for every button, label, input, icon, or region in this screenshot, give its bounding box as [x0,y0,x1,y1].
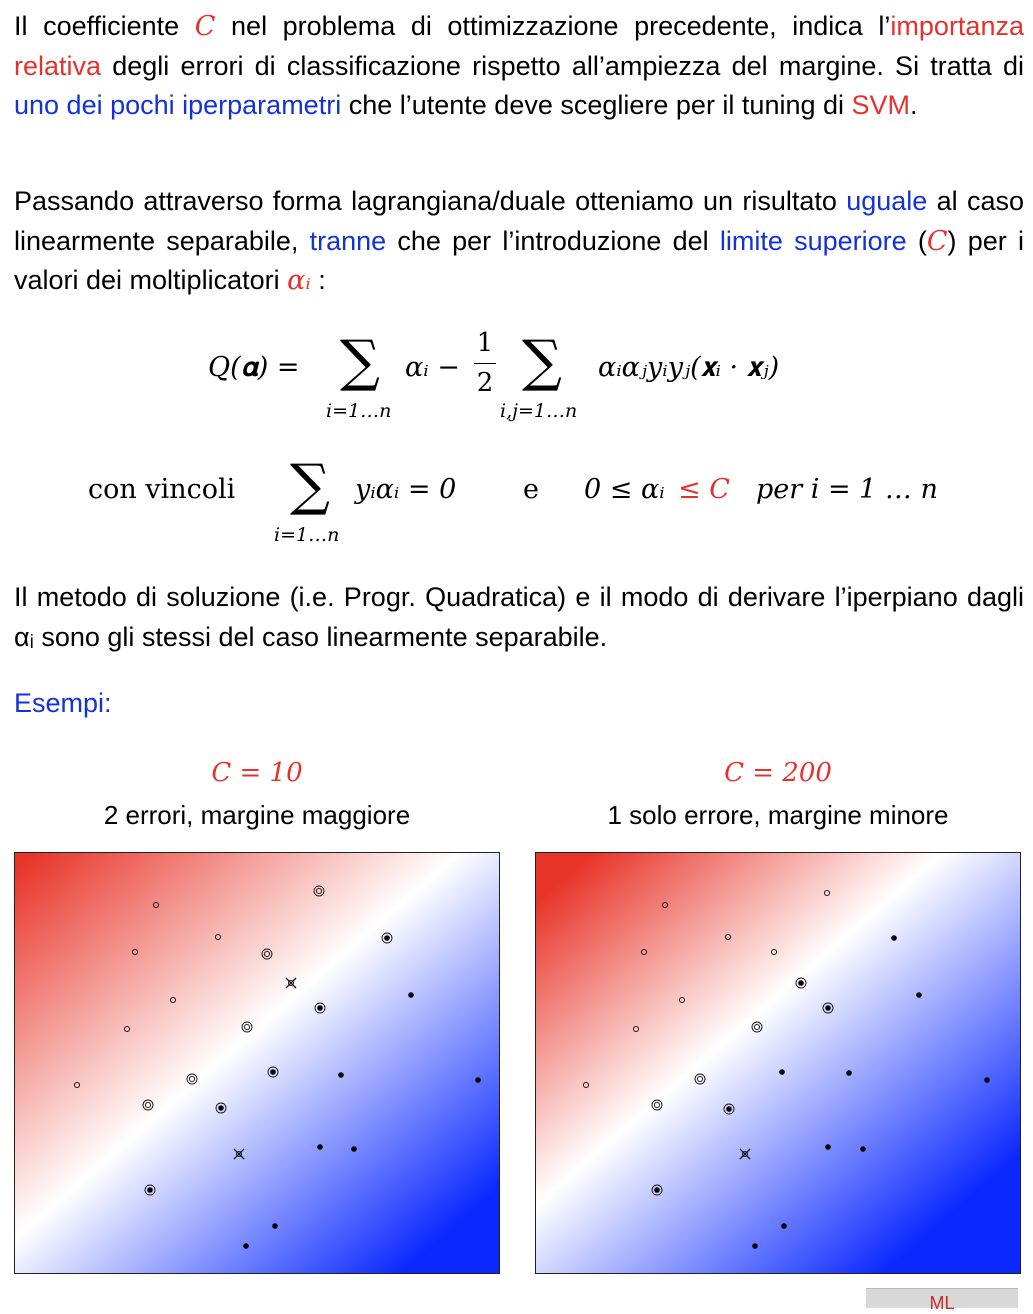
decision-gradient [536,853,1020,1273]
decision-gradient [15,853,499,1273]
paragraph-coefficient-c: Il coefficiente C nel problema di ottimi… [14,11,1024,120]
class-a-support-vector [751,1021,763,1033]
class-b-point [408,992,414,998]
symbol-c: C [926,225,948,257]
class-b-point [779,1069,785,1075]
highlight-importanza: importanza relativa [14,11,1024,81]
class-b-support-vector [267,1066,279,1078]
class-a-support-vector [313,885,325,897]
example2-c-label: C = 200 [724,758,832,788]
fraction-bar [474,363,496,364]
highlight-tranne: tranne [309,225,387,256]
class-a-point [640,948,648,956]
class-a-point [73,1081,81,1089]
class-b-point [317,1144,323,1150]
class-a-point [770,948,778,956]
class-b-support-vector [795,977,807,989]
misclassified-point [233,1148,245,1160]
class-b-support-vector [822,1002,834,1014]
sum-symbol-3: ∑ [290,453,330,518]
example1-svg [15,853,499,1273]
class-b-support-vector [314,1002,326,1014]
class-b-point [475,1077,481,1083]
class-a-point [823,889,831,897]
class-b-support-vector [144,1184,156,1196]
misclassified-point [739,1148,751,1160]
constraints-label: con vincoli [88,474,236,505]
double-sum-term: αᵢαⱼyᵢyⱼ(𝐱ᵢ · 𝐱ⱼ) [598,352,780,383]
example2-svg [536,853,1020,1273]
constraint-sum-zero: yᵢαᵢ = 0 [355,474,457,505]
paragraph-lagrangiana: Passando attraverso forma lagrangiana/du… [14,186,1024,296]
class-a-point [724,933,732,941]
class-a-support-vector [142,1099,154,1111]
example1-c-label: C = 10 [211,758,303,788]
misclassified-point [285,977,297,989]
class-a-point [123,1025,131,1033]
footer-tag: ML [866,1288,1018,1313]
class-b-point [272,1223,278,1229]
constraint-ineq-left: 0 ≤ αᵢ [584,474,665,505]
sum1-subscript: i=1…n [326,400,392,422]
example2-plot [535,852,1021,1274]
class-b-point [351,1146,357,1152]
class-a-support-vector [186,1073,198,1085]
class-a-point [214,933,222,941]
class-a-support-vector [261,948,273,960]
equation-lhs: Q(𝛂) = [208,352,300,383]
class-b-support-vector [215,1102,227,1114]
sum3-subscript: i=1…n [274,524,340,546]
class-b-point [825,1144,831,1150]
class-a-point [169,996,177,1004]
class-a-point [152,901,160,909]
sum-symbol-2: ∑ [522,329,562,394]
constraint-and: e [523,474,539,505]
highlight-svm: SVM [851,90,911,120]
example2-caption: 1 solo errore, margine minore [607,800,949,830]
symbol-c: C [194,11,216,42]
examples-title: Esempi: [14,688,112,718]
fraction-denominator: 2 [476,368,494,398]
class-a-support-vector [241,1021,253,1033]
fraction-numerator: 1 [476,328,494,358]
alpha-i-term: αᵢ − [405,352,460,383]
class-b-point [846,1070,852,1076]
highlight-uguale: uguale [846,186,928,216]
class-b-support-vector [723,1103,735,1115]
class-b-point [916,992,922,998]
class-a-point [582,1081,590,1089]
class-b-point [781,1223,787,1229]
sum-symbol-1: ∑ [340,329,380,394]
symbol-alpha-i: αᵢ [287,265,311,296]
class-b-support-vector [651,1184,663,1196]
class-a-point [661,901,669,909]
class-a-support-vector [651,1099,663,1111]
constraint-ineq-c: ≤ C [678,474,730,505]
class-b-point [338,1072,344,1078]
paragraph-metodo-soluzione: Il metodo di soluzione (i.e. Progr. Quad… [14,582,1024,652]
class-b-point [984,1077,990,1083]
highlight-limite-superiore: limite superiore [719,225,907,256]
class-a-point [632,1025,640,1033]
class-b-point [891,935,897,941]
highlight-iperparametri: uno dei pochi iperparametri [14,90,342,120]
example1-caption: 2 errori, margine maggiore [103,800,411,830]
class-a-point [131,948,139,956]
sum2-subscript: i,j=1…n [500,400,578,422]
constraint-range: per i = 1 … n [756,474,938,505]
class-b-support-vector [381,932,393,944]
example1-plot [14,852,500,1274]
class-b-point [752,1243,758,1249]
class-b-point [860,1146,866,1152]
class-b-point [243,1243,249,1249]
class-a-point [678,996,686,1004]
class-a-support-vector [694,1073,706,1085]
